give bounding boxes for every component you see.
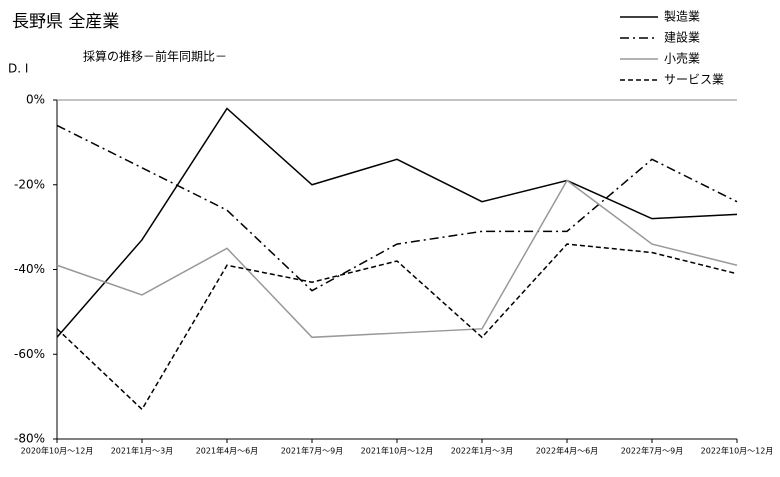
legend-label: 建設業 <box>664 30 700 45</box>
series-line <box>56 124 738 292</box>
x-tick-label: 2022年1月～3月 <box>451 446 514 456</box>
x-tick-label: 2021年4月～6月 <box>196 446 259 456</box>
legend-label: サービス業 <box>664 73 724 87</box>
y-axis-label: D. I <box>8 62 28 76</box>
series-line <box>56 243 738 411</box>
x-tick-label: 2021年10月～12月 <box>361 446 434 456</box>
y-tick-label: -40% <box>14 262 45 276</box>
chart-title: 長野県 全産業 <box>12 12 119 32</box>
x-tick-label: 2022年7月～9月 <box>621 446 684 456</box>
x-tick-label: 2021年7月～9月 <box>281 446 344 456</box>
y-tick-label: -80% <box>14 432 45 446</box>
y-tick-label: 0% <box>26 93 45 107</box>
legend-label: 小売業 <box>664 51 700 66</box>
series-line <box>56 107 738 338</box>
x-tick-label: 2021年1月～3月 <box>111 446 174 456</box>
y-tick-label: -20% <box>14 177 45 191</box>
series-line <box>56 179 738 339</box>
x-tick-label: 2020年10月～12月 <box>21 446 94 456</box>
legend-label: 製造業 <box>664 10 700 24</box>
x-tick-label: 2022年4月～6月 <box>536 446 599 456</box>
x-tick-label: 2022年10月～12月 <box>701 446 774 456</box>
y-tick-label: -60% <box>14 347 45 361</box>
chart-subtitle: 採算の推移－前年同期比－ <box>83 49 227 64</box>
